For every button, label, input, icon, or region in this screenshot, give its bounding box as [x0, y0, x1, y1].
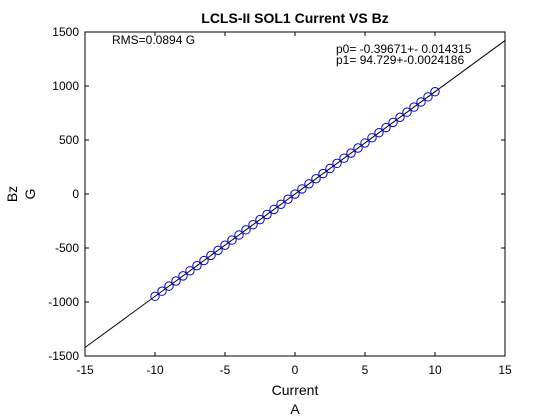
y-tick-label: 500 [59, 133, 79, 147]
x-tick-label: 15 [498, 363, 512, 377]
data-point [276, 199, 286, 209]
data-point [339, 153, 349, 163]
p1-annotation: p1= 94.729+-0.0024186 [336, 53, 464, 67]
y-tick-label: 1500 [52, 25, 79, 39]
x-tick-label: 0 [292, 363, 299, 377]
x-axis-label: Current [272, 382, 319, 398]
data-point [332, 158, 342, 169]
data-point [311, 173, 321, 184]
data-point [248, 220, 258, 230]
data-point [325, 163, 335, 174]
data-point [318, 168, 328, 179]
y-ticks: 1500 1000 500 0 -500 -1000 -1500 [48, 25, 505, 363]
data-point [171, 276, 181, 286]
x-ticks: -15 -10 -5 0 5 10 15 [76, 32, 512, 377]
data-point [220, 240, 230, 250]
p0-annotation: p0= -0.39671+- 0.014315 [336, 42, 472, 56]
x-tick-label: -15 [76, 363, 94, 377]
chart-title: LCLS-II SOL1 Current VS Bz [201, 10, 388, 26]
data-point [150, 291, 160, 302]
data-point [353, 143, 363, 153]
data-point [269, 204, 279, 215]
x-tick-label: 5 [362, 363, 369, 377]
data-point [297, 184, 307, 194]
data-point [157, 286, 167, 296]
data-point [423, 92, 433, 102]
x-tick-label: 10 [428, 363, 442, 377]
data-point [199, 255, 209, 266]
data-point [374, 127, 384, 138]
y-tick-label: -500 [55, 241, 79, 255]
data-point [346, 148, 356, 158]
data-point [381, 122, 391, 133]
data-point [164, 281, 174, 291]
data-point [283, 194, 293, 204]
data-point [178, 271, 188, 281]
fit-line-layer [84, 40, 506, 348]
data-point [241, 225, 251, 235]
y-axis-unit: G [22, 189, 38, 200]
rms-annotation: RMS=0.0894 G [112, 33, 195, 47]
data-point [360, 138, 370, 148]
x-tick-label: -5 [220, 363, 231, 377]
data-point [255, 214, 265, 225]
x-tick-label: -10 [146, 363, 164, 377]
data-point [388, 117, 398, 128]
data-point [416, 97, 426, 107]
data-point [304, 179, 314, 189]
data-point [290, 189, 300, 199]
data-point [192, 260, 202, 271]
x-axis-unit: A [290, 401, 300, 417]
data-point [430, 87, 440, 97]
y-axis-label: Bz [4, 186, 20, 202]
data-point [262, 209, 272, 220]
y-tick-label: 0 [72, 187, 79, 201]
data-point [409, 102, 419, 112]
y-tick-label: 1000 [52, 79, 79, 93]
data-point [206, 250, 216, 261]
y-tick-label: -1500 [48, 349, 79, 363]
data-point [402, 107, 412, 117]
data-point [227, 235, 237, 245]
data-point [185, 266, 195, 276]
data-point [395, 112, 405, 123]
data-point [367, 133, 377, 143]
data-points [150, 87, 440, 302]
fit-line [84, 40, 506, 348]
y-tick-label: -1000 [48, 295, 79, 309]
data-point [234, 230, 244, 240]
data-point [213, 245, 223, 256]
